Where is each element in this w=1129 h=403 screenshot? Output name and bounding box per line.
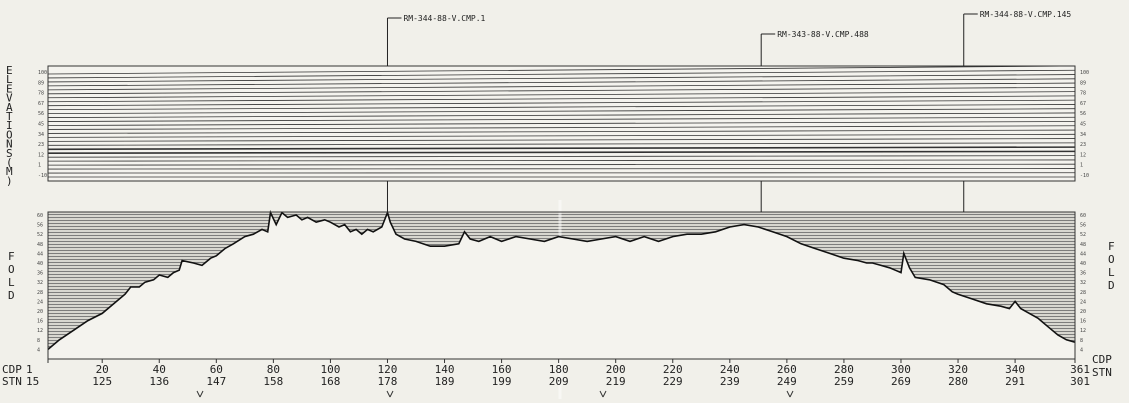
elevation-tick-left: 12 — [38, 152, 44, 158]
station-marker — [200, 391, 203, 397]
stn-tick-label: 209 — [549, 375, 569, 388]
stn-tick-label: 239 — [720, 375, 740, 388]
stn-tick-label: 301 — [1070, 375, 1090, 388]
x-axis: CDPSTNCDPSTN1152012540136601478015810016… — [2, 353, 1112, 397]
stn-tick-label: 219 — [606, 375, 626, 388]
elevation-tick-left: 89 — [38, 80, 44, 86]
elevation-tick-left: 1 — [38, 163, 41, 169]
elevation-tick-right: 78 — [1080, 91, 1086, 97]
fold-tick-right: 48 — [1080, 242, 1086, 248]
stn-tick-label: 178 — [378, 375, 398, 388]
station-marker — [790, 391, 793, 397]
elevation-tick-left: 78 — [38, 91, 44, 97]
stn-tick-label: 15 — [26, 375, 39, 388]
stn-tick-label: 229 — [663, 375, 683, 388]
station-marker — [787, 391, 790, 397]
station-marker — [600, 391, 603, 397]
station-marker — [387, 391, 390, 397]
fold-tick-left: 48 — [37, 242, 43, 248]
stn-tick-label: 136 — [149, 375, 169, 388]
elevation-tick-left: 56 — [38, 111, 44, 117]
elevation-tick-left: -10 — [38, 173, 47, 179]
fold-tick-left: 36 — [37, 271, 43, 277]
stn-row-label-right: STN — [1092, 366, 1112, 379]
fold-tick-right: 32 — [1080, 280, 1086, 286]
stn-tick-label: 125 — [92, 375, 112, 388]
elevation-tick-right: 12 — [1080, 152, 1086, 158]
fold-tick-left: 32 — [37, 280, 43, 286]
elevation-tick-left: 45 — [38, 122, 44, 128]
elevation-tick-right: 89 — [1080, 80, 1086, 86]
fold-tick-right: 24 — [1080, 299, 1086, 305]
stn-tick-label: 199 — [492, 375, 512, 388]
elevation-tick-right: 23 — [1080, 142, 1086, 148]
fold-tick-right: 36 — [1080, 271, 1086, 277]
fold-tick-right: 56 — [1080, 223, 1086, 229]
callout-label: RM-344-88-V.CMP.145 — [980, 10, 1072, 19]
elevation-tick-right: 34 — [1080, 132, 1086, 138]
elevation-panel: 100 100 89 89 78 78 67 67 56 56 45 45 34 34 23 23 12 12 1 1… — [6, 64, 1089, 187]
fold-tick-right: 60 — [1080, 213, 1086, 219]
fold-tick-left: 52 — [37, 232, 43, 238]
callout-label: RM-343-88-V.CMP.488 — [777, 30, 869, 39]
station-marker — [390, 391, 393, 397]
fold-tick-left: 8 — [37, 338, 40, 344]
station-marker — [197, 391, 200, 397]
fold-tick-right: 20 — [1080, 309, 1086, 315]
fold-tick-left: 4 — [37, 347, 40, 353]
stn-tick-label: 291 — [1005, 375, 1025, 388]
elevation-tick-right: 67 — [1080, 101, 1086, 107]
elevation-tick-left: 34 — [38, 132, 44, 138]
stn-tick-label: 249 — [777, 375, 797, 388]
fold-tick-left: 40 — [37, 261, 43, 267]
fold-tick-left: 56 — [37, 223, 43, 229]
stn-tick-label: 280 — [948, 375, 968, 388]
station-marker — [603, 391, 606, 397]
fold-tick-right: 40 — [1080, 261, 1086, 267]
elevation-tick-left: 23 — [38, 142, 44, 148]
stn-row-label-left: STN — [2, 375, 22, 388]
fold-tick-left: 44 — [37, 251, 43, 257]
callout-label: RM-344-88-V.CMP.1 — [403, 14, 485, 23]
fold-tick-right: 8 — [1080, 338, 1083, 344]
elevation-tick-right: -10 — [1080, 173, 1089, 179]
stn-tick-label: 168 — [320, 375, 340, 388]
elevation-tick-left: 100 — [38, 70, 47, 76]
elevation-tick-left: 67 — [38, 101, 44, 107]
fold-tick-right: 4 — [1080, 347, 1083, 353]
stn-tick-label: 147 — [206, 375, 226, 388]
stn-tick-label: 269 — [891, 375, 911, 388]
fold-tick-right: 28 — [1080, 290, 1086, 296]
elevation-tick-right: 100 — [1080, 70, 1089, 76]
stn-tick-label: 158 — [263, 375, 283, 388]
stn-tick-label: 259 — [834, 375, 854, 388]
stn-tick-label: 189 — [435, 375, 455, 388]
fold-tick-left: 28 — [37, 290, 43, 296]
fold-tick-left: 20 — [37, 309, 43, 315]
fold-tick-left: 16 — [37, 319, 43, 325]
fold-tick-left: 24 — [37, 299, 43, 305]
fold-tick-right: 52 — [1080, 232, 1086, 238]
elevation-tick-right: 1 — [1080, 163, 1083, 169]
cdp-row-label-right: CDP — [1092, 353, 1112, 366]
elevation-tick-right: 56 — [1080, 111, 1086, 117]
fold-tick-right: 12 — [1080, 328, 1086, 334]
fold-tick-right: 16 — [1080, 319, 1086, 325]
fold-tick-left: 60 — [37, 213, 43, 219]
fold-tick-left: 12 — [37, 328, 43, 334]
elevation-tick-right: 45 — [1080, 122, 1086, 128]
fold-tick-right: 44 — [1080, 251, 1086, 257]
